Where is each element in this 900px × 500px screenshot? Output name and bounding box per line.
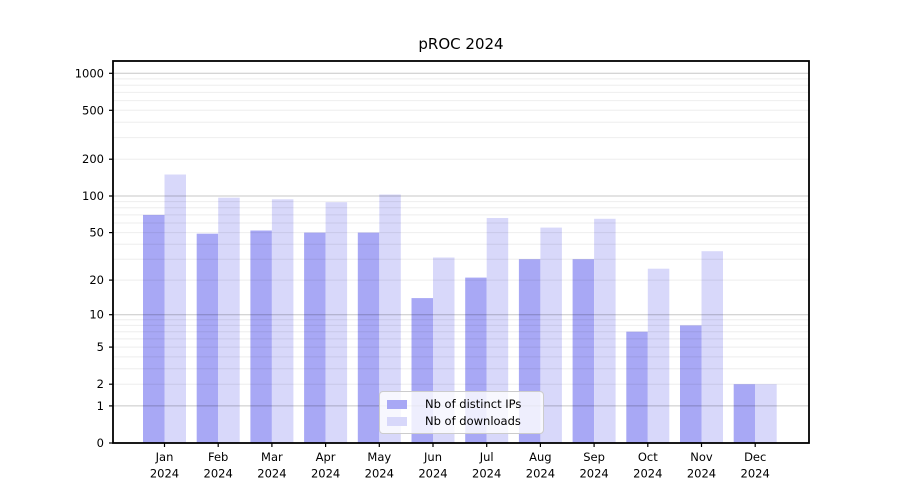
y-tick-label: 5 — [97, 340, 104, 354]
y-tick-label: 0 — [97, 436, 104, 450]
legend: Nb of distinct IPs Nb of downloads — [379, 391, 544, 434]
x-tick-label: Feb 2024 — [204, 450, 233, 481]
y-tick-label: 100 — [82, 189, 104, 203]
bar-distinct-ips — [304, 232, 326, 443]
bar-downloads — [647, 268, 670, 443]
x-tick-label: Nov 2024 — [687, 450, 716, 481]
y-tick-label: 10 — [89, 308, 104, 322]
bar-distinct-ips — [196, 233, 219, 443]
x-tick-label: Dec 2024 — [741, 450, 770, 481]
legend-item-downloads: Nb of downloads — [387, 414, 536, 428]
bar-distinct-ips — [680, 325, 702, 443]
x-tick-label: Sep 2024 — [579, 450, 608, 481]
bar-downloads — [701, 251, 723, 443]
y-tick-label: 50 — [89, 226, 104, 240]
legend-label-downloads: Nb of downloads — [425, 414, 521, 428]
bar-distinct-ips — [626, 331, 648, 443]
x-tick-label: Oct 2024 — [633, 450, 662, 481]
x-tick-label: Jan 2024 — [150, 450, 179, 481]
legend-swatch-ips — [387, 399, 407, 409]
bar-downloads — [540, 227, 562, 443]
x-tick-label: Apr 2024 — [311, 450, 340, 481]
bar-distinct-ips — [250, 230, 272, 443]
x-tick-label: Jun 2024 — [418, 450, 447, 481]
bar-distinct-ips — [733, 384, 756, 443]
bar-distinct-ips — [357, 232, 380, 443]
bar-downloads — [379, 194, 401, 443]
plot-border — [112, 60, 810, 444]
y-tick-label: 1 — [97, 399, 104, 413]
x-tick-label: Jul 2024 — [472, 450, 501, 481]
bar-downloads — [755, 384, 777, 443]
x-tick-label: Aug 2024 — [526, 450, 555, 481]
bar-downloads — [325, 202, 348, 443]
x-axis: Jan 2024 Feb 2024 Mar 2024 Apr 2024 May 2024 Jun 20… — [150, 443, 770, 481]
bar-downloads — [164, 174, 186, 443]
y-axis: 0 1 2 5 10 20 50 100 200 500 1000 — [75, 66, 113, 450]
chart-title: pROC 2024 — [418, 35, 504, 53]
bar-downloads — [486, 218, 509, 443]
bar-distinct-ips — [143, 214, 165, 443]
bar-distinct-ips — [572, 259, 595, 443]
y-tick-label: 2 — [97, 377, 104, 391]
y-tick-label: 20 — [89, 273, 104, 287]
bar-downloads — [218, 197, 240, 443]
gridlines — [113, 72, 809, 407]
legend-item-distinct-ips: Nb of distinct IPs — [387, 397, 536, 411]
y-tick-label: 500 — [82, 103, 104, 117]
x-tick-label: May 2024 — [365, 450, 394, 481]
y-tick-label: 1000 — [75, 66, 104, 80]
y-tick-label: 200 — [82, 152, 104, 166]
x-tick-label: Mar 2024 — [257, 450, 286, 481]
bar-downloads — [594, 218, 616, 443]
legend-swatch-downloads — [387, 416, 407, 426]
legend-label-ips: Nb of distinct IPs — [425, 397, 522, 411]
bar-downloads — [271, 199, 294, 443]
